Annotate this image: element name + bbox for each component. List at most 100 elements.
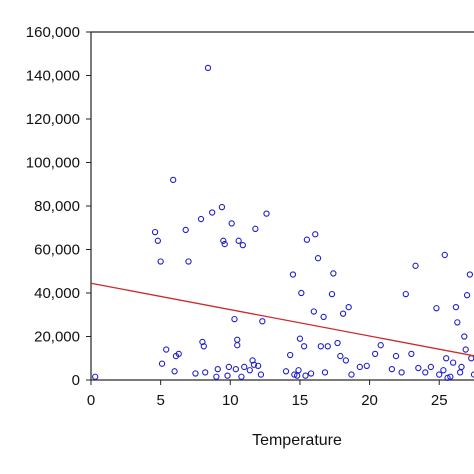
data-point (320, 313, 327, 321)
data-point (239, 241, 246, 249)
data-point (192, 370, 199, 377)
data-point (436, 371, 443, 378)
data-point (295, 367, 302, 374)
data-point (92, 373, 99, 380)
data-point (224, 372, 231, 379)
data-point (287, 351, 294, 359)
data-point (342, 357, 350, 364)
data-point (257, 371, 265, 378)
data-point (314, 255, 322, 262)
data-point (388, 365, 396, 373)
y-tick-label: 60,000 (34, 242, 80, 259)
data-point (345, 303, 352, 311)
y-tick-label: 120,000 (26, 111, 80, 128)
data-point (443, 355, 450, 362)
data-point (228, 220, 235, 227)
data-point (209, 209, 216, 216)
y-tick-label: 20,000 (34, 329, 80, 346)
data-point (234, 336, 241, 343)
data-point (348, 371, 355, 378)
data-point (466, 271, 474, 278)
y-tick-label: 80,000 (34, 198, 80, 215)
y-tick-label: 100,000 (26, 155, 80, 172)
data-point (371, 350, 379, 358)
x-tick-label: 5 (156, 392, 164, 409)
data-point (363, 362, 370, 370)
data-point (202, 369, 209, 376)
x-tick-label: 25 (431, 392, 448, 409)
data-point (300, 343, 308, 350)
data-point (456, 369, 464, 376)
data-point (252, 225, 259, 232)
data-point (356, 363, 363, 371)
data-point (246, 367, 253, 374)
data-point (334, 339, 341, 347)
data-point (324, 343, 331, 350)
x-tick-label: 0 (87, 392, 95, 409)
x-axis-title: Temperature (252, 432, 342, 449)
data-point (170, 176, 177, 184)
y-tick-label: 140,000 (26, 68, 80, 85)
data-point (330, 270, 337, 277)
data-point (310, 308, 318, 315)
data-point (221, 240, 228, 248)
data-point (447, 373, 454, 380)
data-points (92, 64, 474, 381)
data-point (312, 231, 319, 238)
data-point (317, 343, 324, 350)
y-axis: 0 20,000 40,000 60,000 80,000 100,000 120,000 1… (26, 24, 91, 389)
data-point (440, 367, 447, 374)
data-point (157, 258, 164, 265)
data-point (231, 315, 238, 323)
data-point (461, 333, 468, 340)
data-point (175, 350, 182, 358)
data-point (303, 236, 311, 243)
data-point (449, 359, 457, 366)
data-point (377, 342, 384, 349)
data-point (415, 364, 422, 372)
data-point (444, 374, 451, 381)
data-point (441, 251, 448, 259)
data-point (232, 365, 240, 373)
trend-line (90, 282, 474, 357)
data-point (259, 318, 266, 325)
data-point (185, 258, 192, 265)
data-point (282, 368, 290, 375)
x-tick-label: 20 (361, 392, 378, 409)
x-tick-label: 10 (222, 392, 239, 409)
data-point (454, 319, 461, 326)
data-point (291, 371, 298, 378)
data-point (408, 350, 415, 358)
data-point (337, 352, 344, 360)
data-point (293, 372, 301, 379)
data-point (254, 362, 262, 370)
data-point (218, 203, 226, 211)
data-point (151, 228, 159, 236)
data-point (214, 365, 221, 373)
data-point (307, 370, 315, 377)
data-point (422, 369, 429, 376)
data-point (235, 237, 242, 244)
x-axis: 0 5 10 15 20 25 (87, 380, 448, 409)
data-point (154, 237, 162, 244)
data-point (204, 64, 212, 72)
data-point (197, 215, 205, 223)
data-point (398, 369, 405, 376)
data-point (220, 237, 227, 244)
trend-line-group (90, 282, 474, 357)
data-point (339, 310, 347, 317)
y-tick-label: 40,000 (34, 285, 80, 302)
data-point (463, 292, 471, 299)
data-point (462, 346, 469, 353)
data-point (328, 290, 336, 298)
data-point (296, 335, 304, 342)
data-point (289, 271, 297, 278)
data-point (225, 363, 233, 371)
y-tick-label: 0 (72, 372, 80, 389)
data-point (402, 290, 409, 298)
data-point (298, 289, 305, 297)
y-tick-label: 160,000 (26, 24, 80, 41)
data-point (238, 373, 245, 380)
data-point (163, 346, 170, 353)
